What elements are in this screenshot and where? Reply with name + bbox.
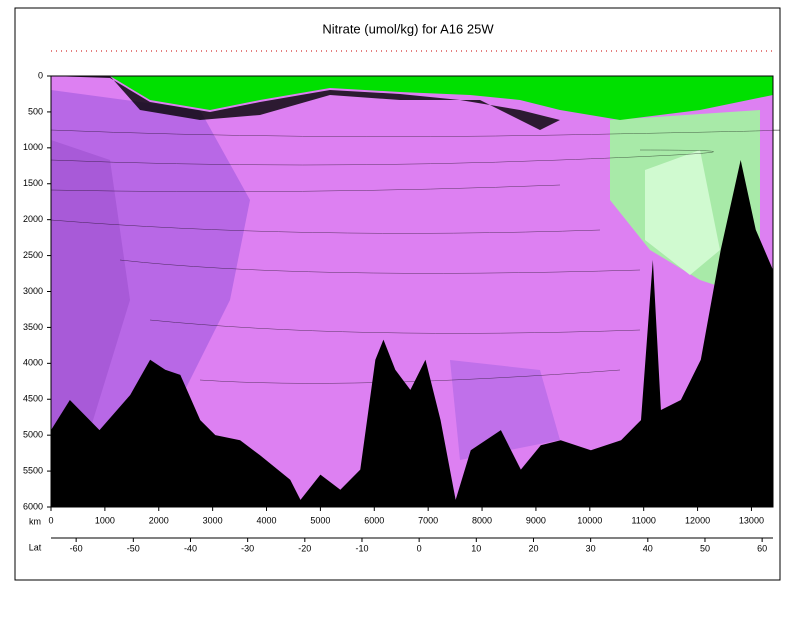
field-palest [645,150,720,275]
x-tick-label: 10000 [577,515,602,525]
contours [50,129,781,384]
y-tick-label: 1000 [23,142,43,152]
x2-tick-label: -50 [127,543,140,553]
x-tick-label: 12000 [685,515,710,525]
y-tick-label: 5000 [23,430,43,440]
x-tick-label: 13000 [739,515,764,525]
x2-tick-label: 30 [586,543,596,553]
y-tick-label: 2500 [23,250,43,260]
field-deep [450,360,560,460]
y-tick-label: 2000 [23,214,43,224]
x-tick-label: 9000 [526,515,546,525]
y-tick-label: 5500 [23,465,43,475]
y-tick-label: 1500 [23,178,43,188]
x2-tick-label: 0 [417,543,422,553]
x2-axis-label: Lat [29,542,42,552]
x2-tick-label: -10 [355,543,368,553]
x2-tick-label: -30 [241,543,254,553]
x2-tick-label: 40 [643,543,653,553]
y-tick-label: 3000 [23,286,43,296]
y-tick-label: 6000 [23,501,43,511]
x-axis-label: km [29,516,41,526]
x-tick-label: 0 [48,515,53,525]
frame [14,7,781,581]
x-tick-label: 1000 [95,515,115,525]
x2-tick-label: -20 [298,543,311,553]
y-tick-label: 0 [38,70,43,80]
surface-contours [51,76,560,130]
x-tick-label: 4000 [257,515,277,525]
y-tick-label: 4000 [23,358,43,368]
x2-tick-label: 10 [471,543,481,553]
x2-tick-label: 60 [757,543,767,553]
surface-layer [110,76,773,120]
x-tick-label: 7000 [418,515,438,525]
x-tick-label: 6000 [364,515,384,525]
y-tick-label: 500 [28,106,43,116]
x2-tick-label: -40 [184,543,197,553]
x2-tick-label: -60 [70,543,83,553]
x-tick-label: 2000 [149,515,169,525]
bathymetry [51,160,773,508]
x-tick-label: 3000 [203,515,223,525]
x2-tick-label: 20 [528,543,538,553]
x-tick-label: 11000 [632,515,656,525]
x-tick-label: 5000 [310,515,330,525]
y-tick-label: 4500 [23,394,43,404]
y-tick-label: 3500 [23,322,43,332]
x2-tick-label: 50 [700,543,710,553]
x-tick-label: 8000 [472,515,492,525]
field-left-deep [51,140,130,450]
chart-title: Nitrate (umol/kg) for A16 25W [322,21,494,36]
